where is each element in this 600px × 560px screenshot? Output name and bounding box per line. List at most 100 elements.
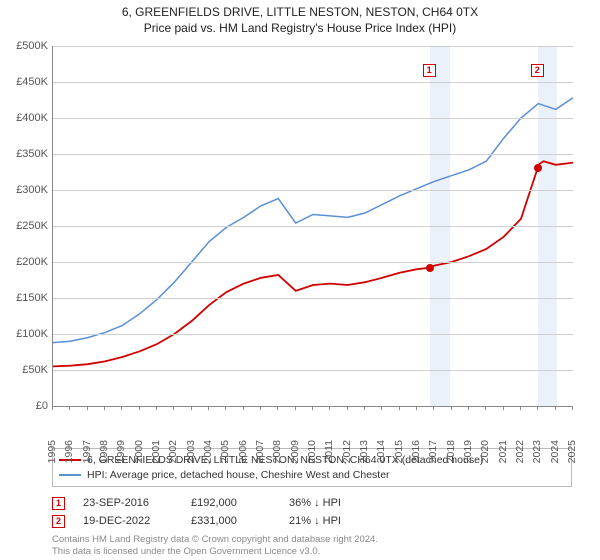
sale-2-delta: 21% ↓ HPI	[289, 515, 341, 527]
x-tick	[156, 406, 157, 410]
attribution-line-1: Contains HM Land Registry data © Crown c…	[52, 534, 378, 546]
sale-marker-2: 2	[52, 515, 65, 528]
chart-title: 6, GREENFIELDS DRIVE, LITTLE NESTON, NES…	[0, 0, 600, 36]
x-axis-label: 1997	[81, 440, 93, 463]
sale-row-1: 1 23-SEP-2016 £192,000 36% ↓ HPI	[52, 494, 341, 512]
x-axis-label: 2015	[393, 440, 405, 463]
sale-1-date: 23-SEP-2016	[83, 497, 173, 509]
legend-item-hpi: HPI: Average price, detached house, Ches…	[59, 468, 565, 483]
gridline	[53, 118, 573, 119]
x-tick	[433, 406, 434, 410]
x-tick	[208, 406, 209, 410]
y-axis-label: £100K	[6, 328, 48, 340]
sale-1-delta: 36% ↓ HPI	[289, 497, 341, 509]
x-tick	[312, 406, 313, 410]
title-address: 6, GREENFIELDS DRIVE, LITTLE NESTON, NES…	[0, 4, 600, 20]
x-axis-label: 1995	[46, 440, 58, 463]
legend-label-hpi: HPI: Average price, detached house, Ches…	[87, 468, 390, 483]
x-tick	[87, 406, 88, 410]
plot-area	[52, 46, 573, 407]
y-axis-label: £150K	[6, 292, 48, 304]
sales-table: 1 23-SEP-2016 £192,000 36% ↓ HPI 2 19-DE…	[52, 494, 341, 530]
x-tick	[104, 406, 105, 410]
x-tick	[295, 406, 296, 410]
y-axis-label: £350K	[6, 148, 48, 160]
x-tick	[191, 406, 192, 410]
x-tick	[173, 406, 174, 410]
gridline	[53, 82, 573, 83]
x-tick	[451, 406, 452, 410]
attribution-line-2: This data is licensed under the Open Gov…	[52, 546, 378, 558]
sale-2-date: 19-DEC-2022	[83, 515, 173, 527]
subject-property-line	[53, 161, 573, 366]
x-axis-label: 1998	[98, 440, 110, 463]
x-axis-label: 2006	[237, 440, 249, 463]
x-tick	[243, 406, 244, 410]
sale-dot	[534, 164, 542, 172]
gridline	[53, 226, 573, 227]
x-tick	[537, 406, 538, 410]
x-axis-label: 2009	[289, 440, 301, 463]
sale-row-2: 2 19-DEC-2022 £331,000 21% ↓ HPI	[52, 512, 341, 530]
x-axis-label: 1999	[115, 440, 127, 463]
sale-1-price: £192,000	[191, 497, 271, 509]
sale-marker-box: 2	[531, 64, 544, 77]
x-tick	[555, 406, 556, 410]
x-axis-label: 2025	[566, 440, 578, 463]
x-axis-label: 2018	[445, 440, 457, 463]
sale-marker-1: 1	[52, 497, 65, 510]
y-axis-label: £250K	[6, 220, 48, 232]
x-tick	[225, 406, 226, 410]
y-axis-label: £50K	[6, 364, 48, 376]
sale-dot	[426, 264, 434, 272]
title-subtitle: Price paid vs. HM Land Registry's House …	[0, 20, 600, 36]
x-tick	[572, 406, 573, 410]
x-tick	[416, 406, 417, 410]
x-tick	[468, 406, 469, 410]
x-axis-label: 2020	[479, 440, 491, 463]
gridline	[53, 298, 573, 299]
x-axis-label: 2019	[462, 440, 474, 463]
x-axis-label: 2022	[514, 440, 526, 463]
x-axis-label: 2004	[202, 440, 214, 463]
x-tick	[329, 406, 330, 410]
x-tick	[121, 406, 122, 410]
x-tick	[485, 406, 486, 410]
x-tick	[139, 406, 140, 410]
x-tick	[520, 406, 521, 410]
price-vs-hpi-chart: 6, GREENFIELDS DRIVE, LITTLE NESTON, NES…	[0, 0, 600, 560]
x-axis-label: 2011	[323, 440, 335, 463]
y-axis-label: £300K	[6, 184, 48, 196]
x-tick	[381, 406, 382, 410]
x-tick	[277, 406, 278, 410]
x-axis-label: 2005	[219, 440, 231, 463]
x-axis-label: 2014	[375, 440, 387, 463]
sale-marker-box: 1	[423, 64, 436, 77]
x-axis-label: 2024	[549, 440, 561, 463]
x-axis-label: 2002	[167, 440, 179, 463]
x-axis-label: 2016	[410, 440, 422, 463]
x-tick	[69, 406, 70, 410]
hpi-line	[53, 98, 573, 343]
x-tick	[347, 406, 348, 410]
y-axis-label: £450K	[6, 76, 48, 88]
x-tick	[503, 406, 504, 410]
x-axis-label: 1996	[63, 440, 75, 463]
x-axis-label: 2021	[497, 440, 509, 463]
x-tick	[364, 406, 365, 410]
x-axis-label: 2017	[427, 440, 439, 463]
gridline	[53, 334, 573, 335]
legend-label-subject: 6, GREENFIELDS DRIVE, LITTLE NESTON, NES…	[87, 453, 483, 468]
y-axis-label: £0	[6, 400, 48, 412]
x-axis-label: 2013	[358, 440, 370, 463]
x-axis-label: 2012	[341, 440, 353, 463]
x-tick	[52, 406, 53, 410]
gridline	[53, 262, 573, 263]
y-axis-label: £400K	[6, 112, 48, 124]
x-axis-label: 2000	[133, 440, 145, 463]
attribution: Contains HM Land Registry data © Crown c…	[52, 534, 378, 558]
x-axis-label: 2007	[254, 440, 266, 463]
x-axis-label: 2001	[150, 440, 162, 463]
x-axis-label: 2010	[306, 440, 318, 463]
x-tick	[399, 406, 400, 410]
